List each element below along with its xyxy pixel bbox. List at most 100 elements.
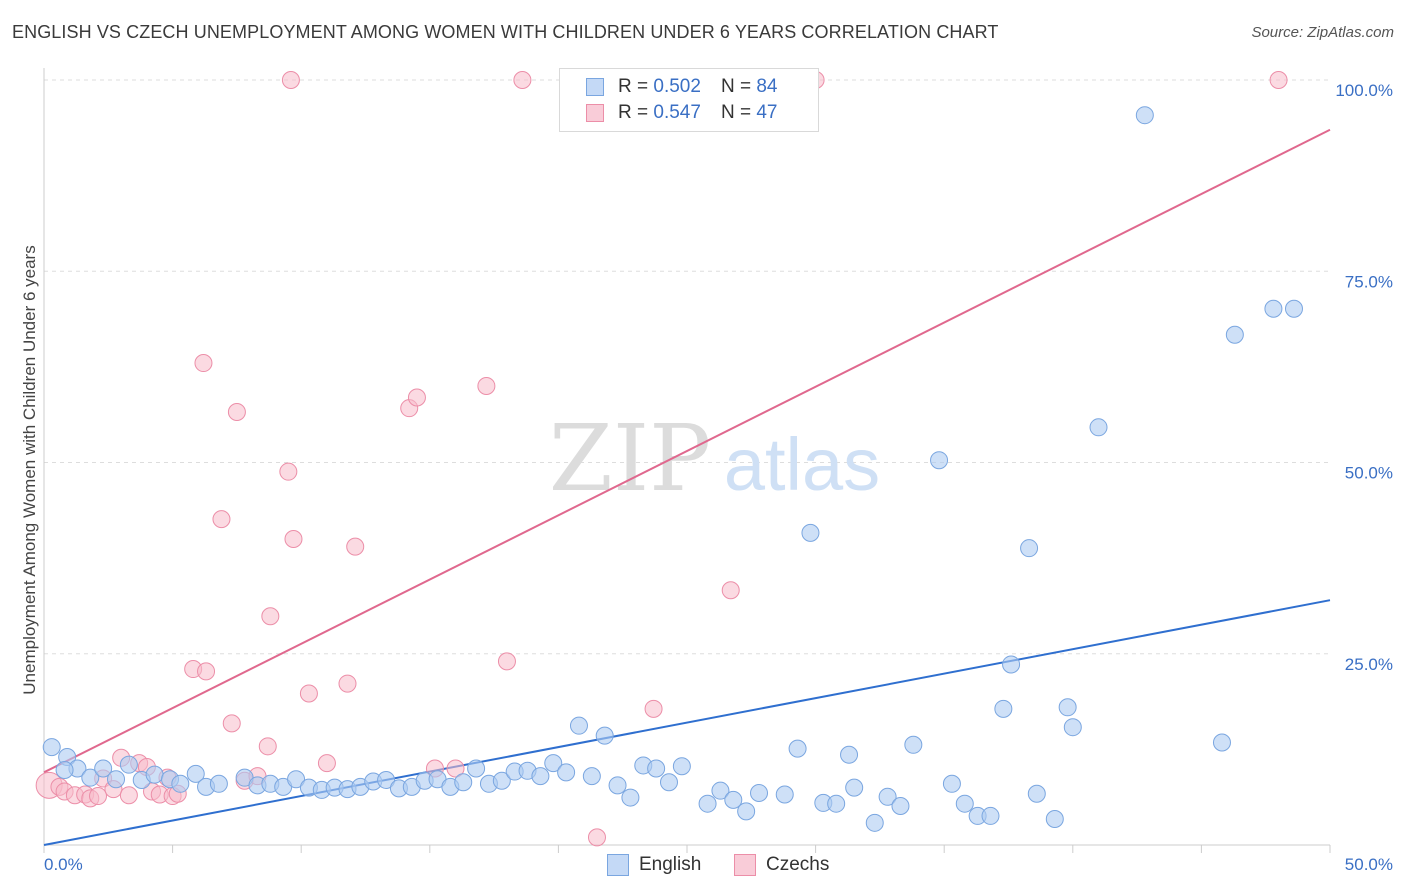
bottom-czech-label: Czechs	[766, 854, 830, 875]
czech-point	[477, 377, 496, 395]
english-point	[608, 776, 627, 795]
bottom-english-swatch	[607, 854, 629, 876]
czech-point	[407, 388, 426, 407]
english-point	[1020, 539, 1039, 558]
czech-point	[261, 607, 280, 626]
czech-point	[281, 71, 300, 89]
english-point	[711, 781, 730, 800]
czech-r-label: R =	[618, 102, 649, 123]
y-tick-label: 50.0%	[1345, 464, 1393, 483]
czech-point	[721, 581, 740, 600]
english-point	[595, 726, 614, 745]
english-point	[1284, 299, 1303, 318]
english-trend-line	[43, 599, 1331, 846]
watermark-zip: ZIP	[549, 405, 711, 512]
czech-n-value: 47	[756, 102, 778, 123]
czech-trend-line	[43, 128, 1331, 774]
english-point	[930, 451, 949, 470]
english-point	[1058, 698, 1077, 717]
bottom-legend-czechs: Czechs	[734, 852, 829, 878]
legend-row-english: R = 0.502 N = 84	[586, 75, 777, 99]
czech-point	[284, 530, 303, 548]
english-point	[775, 785, 794, 804]
english-point	[94, 759, 113, 778]
english-point	[878, 787, 897, 806]
czech-point	[279, 462, 298, 481]
english-point	[942, 774, 961, 793]
english-point	[287, 770, 306, 789]
english-point	[981, 806, 1000, 825]
english-point	[145, 765, 164, 784]
english-point	[186, 764, 205, 783]
english-point	[119, 755, 138, 774]
english-point	[1045, 809, 1064, 828]
english-point	[467, 759, 486, 778]
czech-point	[258, 737, 277, 756]
chart-title: ENGLISH VS CZECH UNEMPLOYMENT AMONG WOME…	[12, 22, 999, 42]
y-tick-label: 25.0%	[1345, 655, 1393, 674]
english-point	[557, 763, 576, 782]
bottom-czech-swatch	[734, 854, 756, 876]
english-point	[1027, 784, 1046, 803]
english-point	[531, 767, 550, 786]
english-point	[750, 783, 769, 802]
legend-row-czechs: R = 0.547 N = 47	[586, 101, 777, 125]
english-point	[672, 757, 691, 776]
english-point	[865, 813, 884, 832]
english-point	[698, 794, 717, 813]
czech-point	[194, 354, 213, 373]
english-point	[209, 774, 228, 793]
english-points	[42, 106, 1303, 832]
czech-r-value: 0.547	[653, 102, 701, 123]
english-point	[840, 745, 859, 764]
czech-point	[212, 510, 231, 529]
english-n-label: N =	[720, 76, 752, 97]
english-point	[737, 802, 756, 821]
english-point	[1264, 299, 1283, 318]
english-point	[492, 771, 511, 790]
english-point	[171, 774, 190, 793]
english-point	[827, 794, 846, 813]
english-point	[377, 770, 396, 789]
czech-point	[587, 828, 606, 847]
english-point	[81, 768, 100, 787]
czech-point	[1269, 71, 1288, 89]
english-point	[1225, 325, 1244, 344]
legend-box: R = 0.502 N = 84 R = 0.547 N = 47	[559, 68, 819, 132]
source-label: Source: ZipAtlas.com	[1251, 24, 1394, 41]
english-point	[569, 716, 588, 735]
watermark: ZIP atlas	[549, 405, 880, 512]
english-n-value: 84	[756, 76, 778, 97]
czech-point	[497, 652, 516, 671]
grid-lines	[44, 79, 1330, 655]
y-tick-label: 100.0%	[1335, 81, 1393, 100]
tick-labels: 25.0% 50.0% 75.0% 100.0% 0.0% 50.0%	[44, 81, 1393, 874]
czech-point	[89, 787, 108, 806]
english-point	[891, 796, 910, 815]
english-r-value: 0.502	[653, 76, 701, 97]
english-point	[582, 767, 601, 786]
english-point	[1002, 655, 1021, 674]
english-point	[1089, 418, 1108, 437]
czech-point	[227, 403, 246, 422]
watermark-atlas: atlas	[724, 423, 880, 506]
english-point	[647, 759, 666, 778]
x-tick-label: 0.0%	[44, 855, 83, 874]
czech-swatch	[586, 104, 604, 122]
english-point	[621, 788, 640, 807]
english-point	[801, 523, 820, 542]
czech-point	[197, 662, 216, 681]
english-point	[845, 778, 864, 797]
english-point	[659, 773, 678, 792]
czech-point	[346, 537, 365, 556]
czech-point	[222, 714, 241, 733]
english-point	[454, 773, 473, 792]
bottom-english-label: English	[639, 854, 702, 875]
czech-point	[338, 674, 357, 693]
bottom-legend-english: English	[607, 852, 701, 878]
y-tick-label: 75.0%	[1345, 272, 1393, 291]
english-point	[1212, 733, 1231, 752]
english-point	[55, 761, 74, 780]
english-r-label: R =	[618, 76, 649, 97]
